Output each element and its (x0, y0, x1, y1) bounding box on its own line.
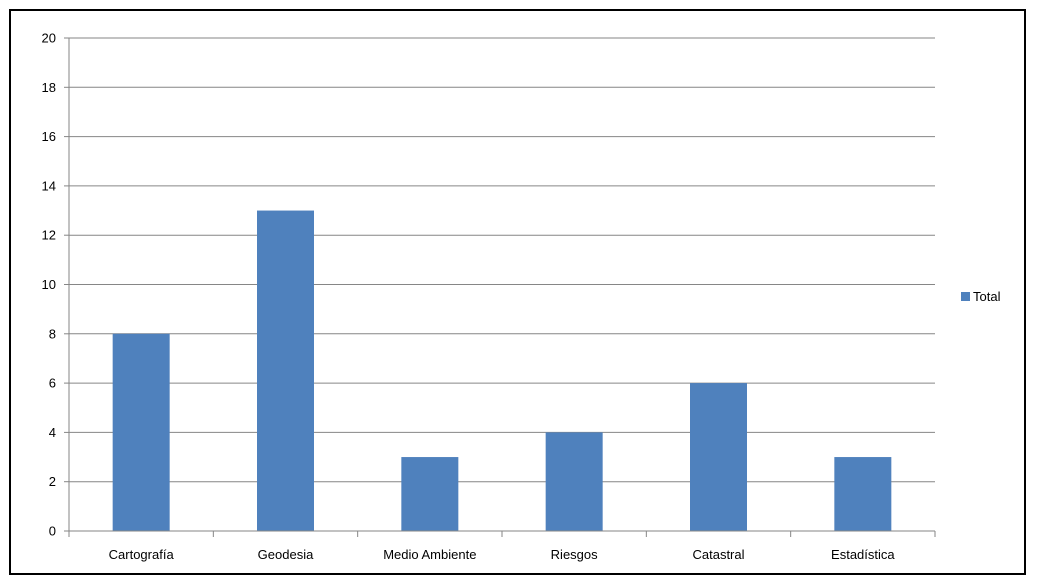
legend-swatch-total (961, 292, 970, 301)
y-tick-label: 20 (42, 31, 56, 46)
y-axis-tick-labels: 0 2 4 6 8 10 12 14 16 18 20 (42, 31, 56, 539)
bar (545, 432, 603, 531)
y-tick-label: 4 (49, 425, 56, 440)
bar (401, 457, 459, 531)
gridlines (64, 37, 935, 532)
y-tick-label: 6 (49, 376, 56, 391)
x-category-label: Riesgos (551, 547, 598, 562)
x-axis-category-labels: Cartografía Geodesia Medio Ambiente Riesgos… (109, 547, 896, 562)
legend-label-total: Total (973, 289, 1001, 304)
legend: Total (961, 289, 1001, 304)
bars (112, 210, 892, 532)
y-tick-label: 14 (42, 178, 56, 193)
y-tick-label: 16 (42, 129, 56, 144)
bar (257, 210, 314, 532)
axes (68, 38, 936, 537)
x-category-label: Catastral (692, 547, 744, 562)
x-category-label: Estadística (831, 547, 895, 562)
bar (834, 457, 892, 531)
y-tick-label: 8 (49, 326, 56, 341)
y-tick-label: 18 (42, 80, 56, 95)
bar (690, 383, 747, 531)
y-tick-label: 12 (42, 228, 56, 243)
y-tick-label: 10 (42, 277, 56, 292)
x-category-label: Geodesia (258, 547, 314, 562)
x-category-label: Medio Ambiente (383, 547, 476, 562)
y-tick-label: 0 (49, 524, 56, 539)
x-category-label: Cartografía (109, 547, 175, 562)
bar (112, 333, 170, 531)
y-tick-label: 2 (49, 474, 56, 489)
